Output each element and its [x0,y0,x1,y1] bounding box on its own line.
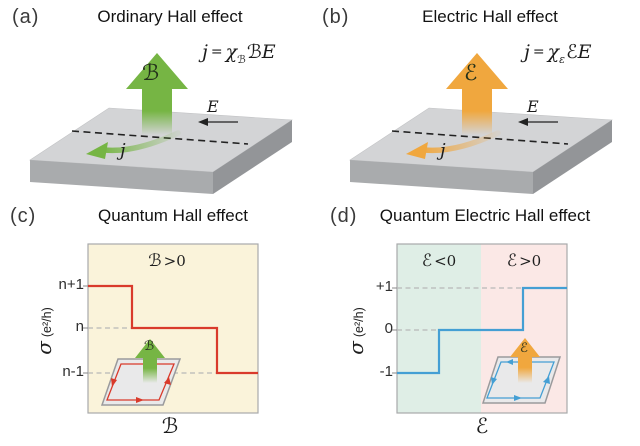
eq-b-lhs: j [524,41,530,63]
eq-a-drive: E [261,41,276,63]
ytick-label-n+1: n+1 [58,276,84,293]
y-axis-title: σ(e²/h) [32,307,56,355]
electric-field-arrow-label: ℰ [464,61,478,86]
b-field-arrow-shaft [142,87,172,135]
panel-a-title: Ordinary Hall effect [97,7,243,26]
electric-field-arrow-head [446,53,508,89]
panel-b-graphics [349,53,613,194]
panel-c: (c) Quantum Hall effect ℬ >0 n+1 n n-1 σ(… [0,200,320,446]
e-field-label: E [207,97,219,116]
panel-b-title: Electric Hall effect [422,7,558,26]
electric-field-arrow-shaft [462,87,492,135]
loop-arrow [506,359,513,365]
slab-front-face [30,160,213,194]
ytick-label-0: 0 [384,320,393,337]
panel-a-graphics [29,53,293,194]
ytick-label--1: -1 [379,363,393,380]
slab-right-face [533,120,612,194]
slab-right-face [213,120,292,194]
inset-e-field-label: ℰ [520,341,528,356]
eq-b-equals: = [532,44,545,61]
field-sign-annotation: ℬ >0 [148,251,186,271]
channel-dashed-line [391,130,569,145]
inset-sample [100,358,182,406]
panel-d: (d) Quantum Electric Hall effect ℰ <0 ℰ >0… [320,200,640,446]
panel-b-equation: j = χεℰE [524,42,591,66]
current-label: j [440,140,446,161]
b-field-arrow-label: ℬ [142,61,160,86]
ytick-label-n-1: n-1 [62,363,84,380]
panel-b: (b) Electric Hall effect j = χεℰE ℰ E j [320,0,640,200]
eq-a-field: ℬ [246,41,262,63]
panel-a-label: (a) [12,6,40,28]
inset-b-field-label: ℬ [144,339,155,354]
x-axis-title: ℬ [161,414,179,438]
loop-arrow [164,377,171,385]
panel-a: (a) Ordinary Hall effect j = χℬℬE ℬ E j [0,0,320,200]
hall-conductance-steps [397,286,567,375]
loop-arrow [111,378,117,387]
eq-b-chi: χ [547,41,560,63]
panel-d-title: Quantum Electric Hall effect [379,206,591,225]
hall-current-arrow [421,130,501,154]
eq-b-chi-sub: ε [559,52,566,66]
inset-e-field-arrow-shaft [518,355,532,383]
loop-arrow [514,395,522,401]
eq-a-equals: = [210,44,223,61]
panel-a-equation: j = χℬℬE [202,42,276,66]
slab-front-face [350,160,533,194]
panel-d-graphics [392,243,568,414]
ytick-label-+1: +1 [375,278,393,295]
hall-current-arrow-head [406,142,428,159]
eq-a-chi: χ [225,41,238,63]
inset-b-field-arrow-head [135,339,165,358]
panel-c-title: Quantum Hall effect [98,206,248,225]
region-negative-field [397,244,481,413]
eq-b-drive: E [577,41,592,63]
field-sign-annotation-negative: ℰ <0 [421,251,457,271]
inset-b-field-arrow-shaft [143,356,157,383]
eq-a-lhs: j [202,41,208,63]
channel-dashed-line [71,130,249,145]
ytick-label-n: n [75,318,84,335]
loop-arrow [491,377,497,385]
panel-c-graphics [83,243,259,414]
field-sign-annotation-positive: ℰ >0 [506,251,542,271]
e-field-arrow-head [518,118,528,126]
loop-arrow [543,376,550,384]
y-axis-title: σ(e²/h) [344,307,368,355]
panel-d-label: (d) [330,205,358,227]
e-field-arrow-head [198,118,208,126]
plot-area-border [396,243,568,414]
x-axis-title: ℰ [475,414,489,438]
loop-arrow [136,397,144,403]
e-field-label: E [527,97,539,116]
hall-current-arrow [101,130,181,154]
b-field-arrow-head [126,53,188,89]
current-label: j [120,140,126,161]
inset-e-field-arrow-head [510,338,540,357]
eq-a-chi-sub: ℬ [237,52,246,66]
panel-c-label: (c) [10,205,37,227]
hall-current-arrow-head [86,142,108,159]
eq-b-field: ℰ [566,41,578,63]
panel-b-label: (b) [322,6,350,28]
inset-edge-current-loop [486,361,555,399]
hall-conductance-steps [88,284,258,375]
